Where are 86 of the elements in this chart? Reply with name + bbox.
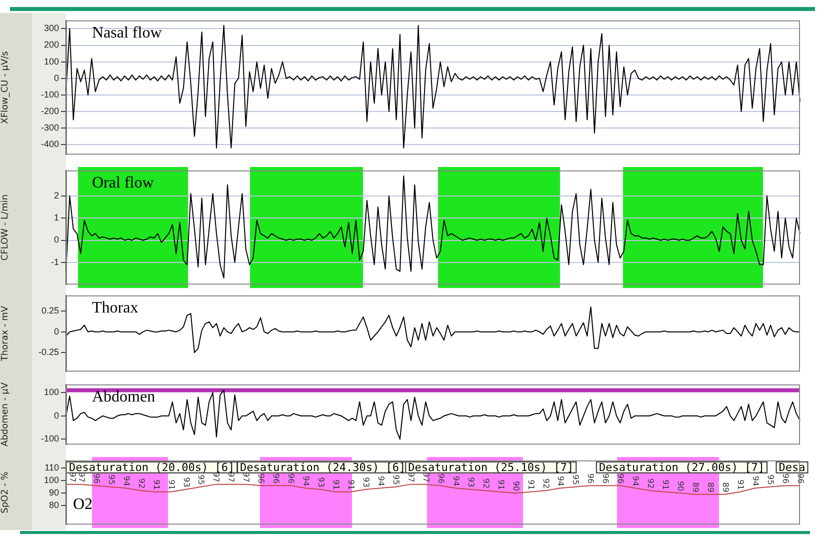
data-label: 90 bbox=[511, 480, 520, 492]
y-axis-title: SpO2 - % bbox=[0, 471, 11, 514]
y-axis-title: Abdomen - µV bbox=[0, 382, 11, 446]
y-tick-label: 0.25 bbox=[41, 306, 59, 316]
data-label: 97 bbox=[68, 472, 77, 482]
y-tick-label: 0 bbox=[54, 234, 59, 245]
y-tick-label: 0 bbox=[54, 410, 59, 420]
data-label: 96 bbox=[780, 473, 790, 484]
data-label: 91 bbox=[166, 480, 176, 490]
data-label: 97 bbox=[226, 472, 236, 482]
y-tick-label: 100 bbox=[44, 387, 59, 398]
data-label: 91 bbox=[152, 480, 161, 490]
data-label: 91 bbox=[332, 480, 341, 490]
data-label: 94 bbox=[451, 476, 460, 486]
data-label: 96 bbox=[92, 473, 101, 484]
annotation: Desaturation (24.30s) [6] bbox=[240, 460, 406, 474]
data-label: 96 bbox=[586, 473, 596, 484]
data-label: 93 bbox=[316, 477, 326, 488]
y-tick-label: -100 bbox=[40, 434, 59, 444]
y-tick-label: 90 bbox=[48, 488, 59, 498]
data-label: 97 bbox=[212, 472, 221, 482]
y-tick-label: -300 bbox=[40, 122, 59, 133]
data-label: 94 bbox=[750, 476, 760, 486]
data-label: 96 bbox=[286, 473, 296, 484]
data-label: 96 bbox=[601, 473, 610, 484]
data-label: 96 bbox=[256, 473, 266, 484]
data-label: 97 bbox=[421, 472, 430, 482]
y-tick-label: 300 bbox=[44, 23, 59, 34]
data-label: 95 bbox=[196, 474, 206, 485]
data-label: 96 bbox=[616, 473, 626, 484]
data-label: 94 bbox=[122, 476, 131, 486]
data-label: 94 bbox=[631, 476, 640, 486]
data-label: 95 bbox=[391, 474, 400, 485]
y-axis-title: Thorax - mV bbox=[0, 305, 11, 362]
data-label: 95 bbox=[766, 474, 775, 485]
y-tick-label: 80 bbox=[48, 500, 59, 510]
data-label: 95 bbox=[106, 474, 116, 485]
data-label: 97 bbox=[242, 472, 251, 482]
data-label: 89 bbox=[691, 482, 700, 492]
y-tick-label: -200 bbox=[40, 106, 59, 116]
data-label: 96 bbox=[436, 473, 446, 484]
chart-title: Abdomen bbox=[92, 388, 156, 406]
data-label: 91 bbox=[346, 480, 356, 490]
data-label: 92 bbox=[481, 478, 490, 489]
annotation: Desaturation (27.00s) [7] bbox=[598, 460, 765, 474]
y-tick-label: 110 bbox=[44, 462, 59, 472]
data-label: 92 bbox=[136, 478, 146, 489]
y-tick-label: -100 bbox=[40, 89, 59, 100]
data-label: 93 bbox=[182, 477, 191, 488]
y-axis-title: XFlow_CU - µV/s bbox=[0, 50, 11, 124]
text: O2 bbox=[73, 496, 93, 513]
data-label: 95 bbox=[571, 474, 580, 485]
data-label: 90 bbox=[676, 480, 686, 492]
data-label: 97 bbox=[406, 472, 416, 482]
data-label: 91 bbox=[661, 480, 670, 490]
data-label: 94 bbox=[556, 476, 566, 486]
y-tick-label: 2 bbox=[54, 190, 59, 200]
data-label: 94 bbox=[376, 476, 386, 486]
data-label: 92 bbox=[541, 478, 550, 489]
y-tick-label: 200 bbox=[44, 40, 59, 50]
data-label: 97 bbox=[76, 472, 86, 482]
y-axis-title: CFLOW - L/min bbox=[0, 194, 11, 261]
data-label: 91 bbox=[736, 480, 746, 490]
annotation: Desa bbox=[778, 460, 806, 474]
annotation: Desaturation (25.10s) [7] bbox=[408, 460, 574, 474]
data-label: 93 bbox=[362, 477, 371, 488]
chart-title: Thorax bbox=[92, 300, 138, 317]
y-tick-label: 0 bbox=[54, 72, 59, 83]
y-tick-label: -400 bbox=[40, 139, 59, 150]
y-tick-label: -1 bbox=[50, 256, 59, 267]
data-label: 91 bbox=[496, 480, 506, 490]
data-label: 91 bbox=[526, 480, 536, 490]
data-label: 96 bbox=[272, 473, 281, 484]
data-label: 93 bbox=[466, 477, 476, 488]
data-label: 89 bbox=[721, 482, 730, 492]
y-tick-label: 0 bbox=[54, 326, 59, 336]
y-tick-label: 100 bbox=[44, 56, 59, 66]
data-label: 94 bbox=[302, 476, 311, 486]
data-label: 89 bbox=[706, 482, 716, 492]
y-tick-label: 1 bbox=[54, 212, 59, 223]
y-tick-label: -0.25 bbox=[38, 347, 59, 358]
annotation: Desaturation (20.00s) [6] bbox=[69, 460, 235, 474]
chart-title: Oral flow bbox=[92, 174, 154, 192]
data-label: 92 bbox=[646, 478, 656, 489]
y-tick-label: 100 bbox=[44, 475, 59, 486]
chart-title: Nasal flow bbox=[92, 24, 162, 42]
